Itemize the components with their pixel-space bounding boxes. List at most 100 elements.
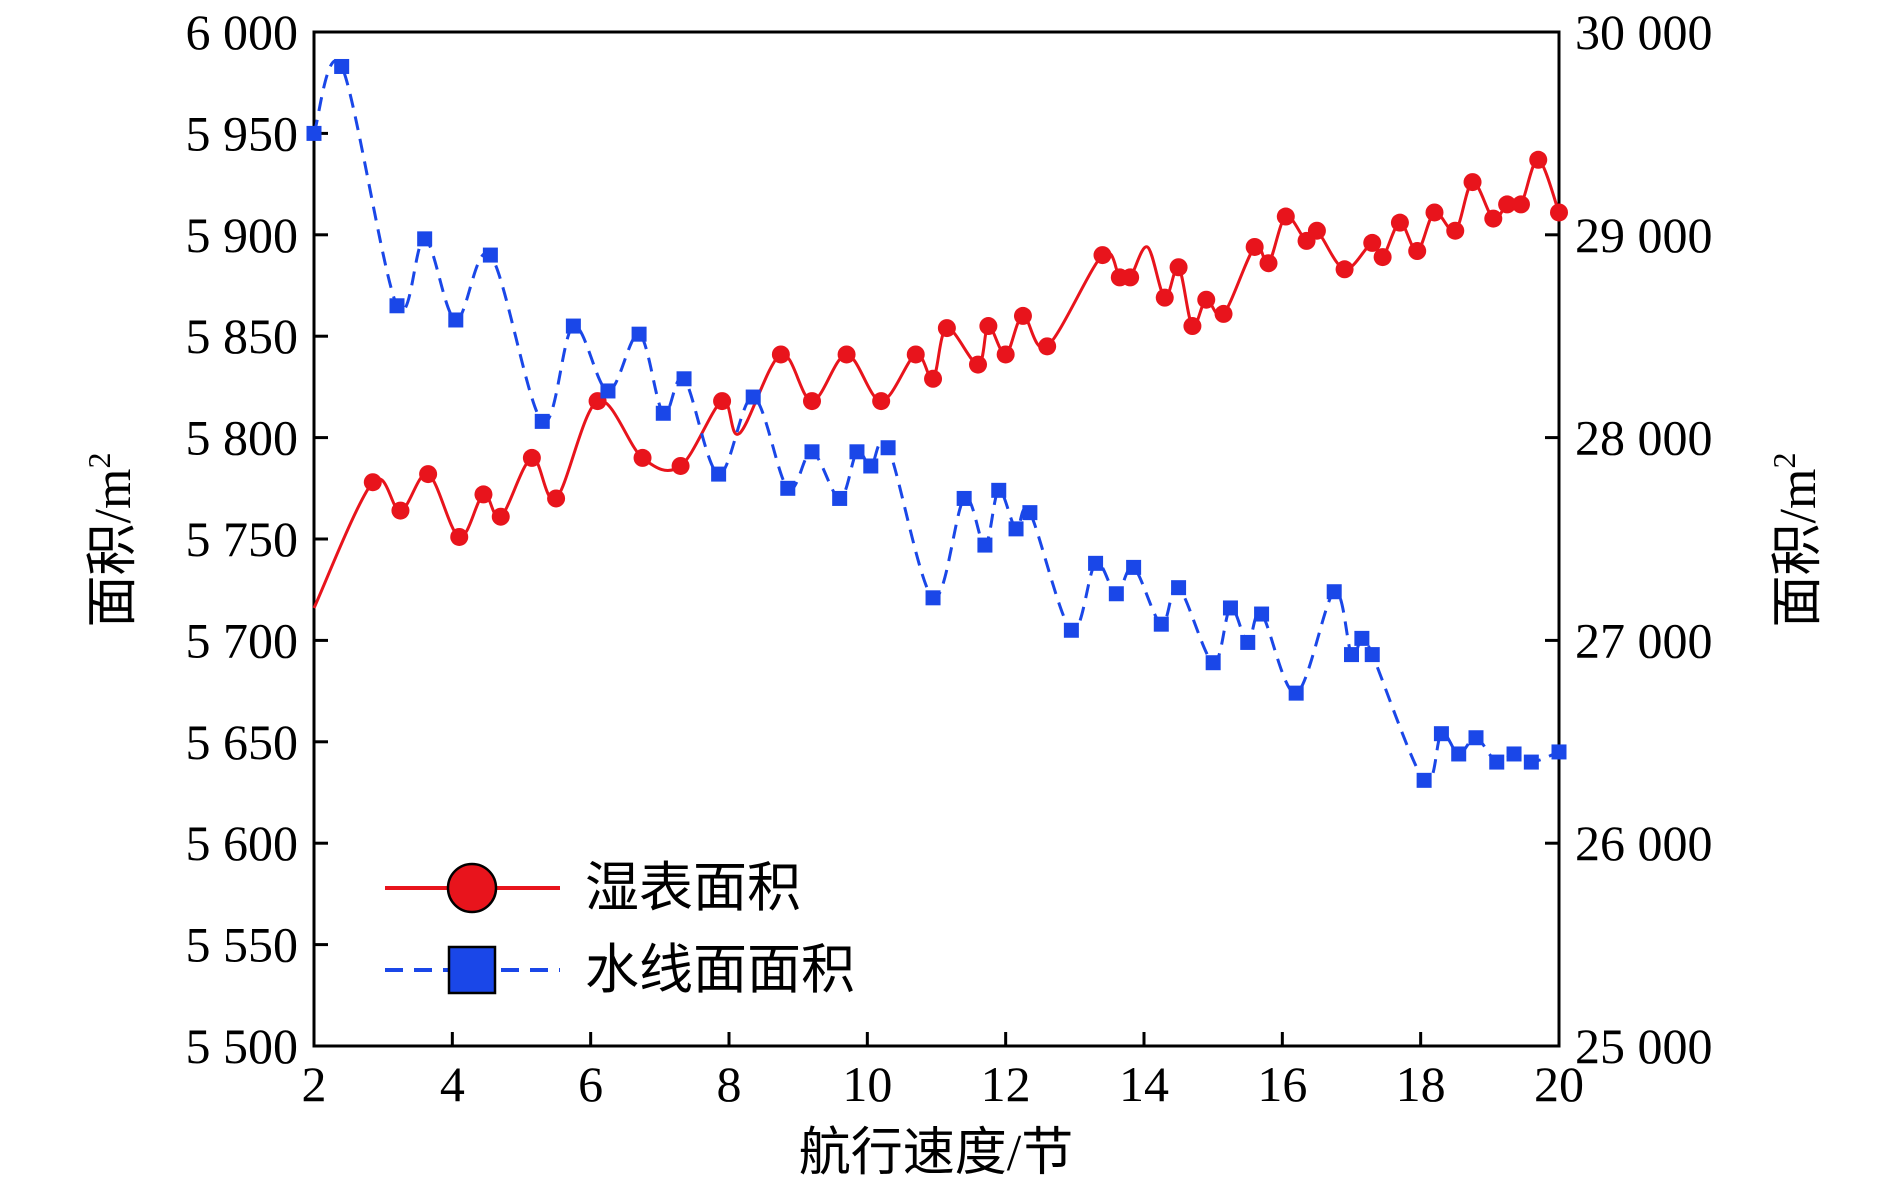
data-point-waterplane-area: [1222, 600, 1238, 616]
data-point-wetted-area: [771, 345, 790, 364]
data-point-waterplane-area: [631, 326, 647, 342]
data-point-wetted-area: [547, 489, 566, 508]
data-point-waterplane-area: [1416, 772, 1432, 788]
data-point-waterplane-area: [1153, 616, 1169, 632]
data-point-wetted-area: [1013, 306, 1032, 325]
data-point-waterplane-area: [1523, 754, 1539, 770]
data-point-wetted-area: [363, 473, 382, 492]
data-point-wetted-area: [1245, 237, 1264, 256]
data-point-wetted-area: [803, 392, 821, 411]
legend: 湿表面积 水线面面积: [385, 858, 855, 1000]
y-left-tick-label: 6 000: [186, 4, 299, 60]
data-point-waterplane-area: [1344, 647, 1359, 663]
y-left-tick-label: 5 600: [186, 815, 299, 871]
data-point-wetted-area: [1463, 173, 1482, 192]
legend-marker-waterplane-area: [447, 945, 497, 995]
data-point-wetted-area: [1197, 290, 1216, 309]
data-point-waterplane-area: [448, 312, 464, 328]
data-point-wetted-area: [1214, 304, 1233, 323]
y-left-axis-title: 面积/m2: [81, 453, 142, 628]
x-tick-label: 14: [1119, 1056, 1169, 1112]
data-point-waterplane-area: [1022, 505, 1038, 521]
y-left-tick-label: 5 500: [186, 1018, 299, 1074]
data-point-waterplane-area: [977, 537, 993, 553]
y-right-tick-label: 25 000: [1575, 1018, 1713, 1074]
data-point-waterplane-area: [534, 413, 550, 429]
data-point-waterplane-area: [956, 490, 972, 506]
data-point-wetted-area: [1425, 203, 1444, 222]
data-point-waterplane-area: [1354, 630, 1370, 646]
data-point-waterplane-area: [1451, 746, 1467, 762]
x-tick-label: 20: [1534, 1056, 1584, 1112]
data-point-wetted-area: [1390, 213, 1409, 232]
x-tick-label: 4: [440, 1056, 465, 1112]
legend-label-wetted-area: 湿表面积: [585, 858, 801, 918]
y-left-axis-title-group: 面积/m2: [81, 453, 142, 628]
data-point-wetted-area: [474, 485, 493, 504]
data-point-wetted-area: [633, 448, 652, 467]
y-left-tick-label: 5 900: [186, 207, 299, 263]
data-point-wetted-area: [1038, 337, 1057, 356]
data-point-waterplane-area: [1551, 744, 1567, 760]
data-point-wetted-area: [671, 456, 690, 475]
series-line-waterplane-area: [312, 59, 1560, 784]
data-point-wetted-area: [1307, 221, 1326, 240]
data-point-wetted-area: [979, 317, 998, 336]
y-right-axis-title-sup: 2: [1766, 453, 1802, 469]
data-point-waterplane-area: [1489, 754, 1505, 770]
data-point-waterplane-area: [1108, 586, 1124, 602]
y-right-tick-label: 26 000: [1575, 815, 1713, 871]
y-right-tick-label: 28 000: [1575, 410, 1713, 466]
data-point-wetted-area: [1511, 195, 1530, 214]
x-axis-ticks: 2 4 6 8 10 12 14 16 18 20: [302, 1032, 1584, 1112]
y-left-axis-ticks: 5 500 5 550 5 600 5 650 5 700 5 750 5 800 5 850…: [186, 4, 328, 1074]
data-point-wetted-area: [391, 501, 410, 520]
data-point-waterplane-area: [1433, 726, 1449, 742]
data-point-wetted-area: [1121, 268, 1140, 287]
data-point-waterplane-area: [1088, 555, 1104, 571]
data-point-wetted-area: [1550, 203, 1568, 222]
data-point-wetted-area: [450, 527, 469, 546]
data-point-waterplane-area: [925, 590, 941, 606]
x-tick-label: 10: [842, 1056, 892, 1112]
data-point-waterplane-area: [832, 490, 848, 506]
data-point-waterplane-area: [780, 480, 796, 496]
data-point-waterplane-area: [1364, 647, 1380, 663]
data-point-wetted-area: [1446, 221, 1465, 240]
y-left-tick-label: 5 800: [186, 410, 299, 466]
y-left-tick-label: 5 650: [186, 714, 299, 770]
y-left-tick-label: 5 950: [186, 105, 299, 161]
data-point-waterplane-area: [1506, 746, 1522, 762]
data-point-wetted-area: [1363, 233, 1382, 252]
data-point-waterplane-area: [417, 231, 433, 247]
y-left-tick-label: 5 700: [186, 612, 299, 668]
data-point-wetted-area: [491, 507, 510, 526]
data-point-wetted-area: [1183, 317, 1202, 336]
legend-label-waterplane-area: 水线面面积: [585, 940, 855, 1000]
data-point-waterplane-area: [565, 318, 581, 334]
data-point-wetted-area: [906, 345, 925, 364]
data-point-wetted-area: [1484, 209, 1503, 228]
data-point-waterplane-area: [1240, 634, 1256, 650]
x-axis-title: 航行速度/节: [799, 1125, 1073, 1182]
data-point-wetted-area: [1408, 242, 1427, 261]
y-left-tick-label: 5 550: [186, 917, 299, 973]
data-point-wetted-area: [872, 392, 891, 411]
data-point-wetted-area: [1498, 195, 1517, 214]
data-point-wetted-area: [419, 465, 438, 484]
y-left-tick-label: 5 750: [186, 511, 299, 567]
data-point-waterplane-area: [306, 125, 322, 141]
data-point-waterplane-area: [1288, 685, 1304, 701]
data-point-wetted-area: [713, 392, 732, 411]
y-right-axis-ticks: 25 000 26 000 27 000 28 000 29 000 30 000: [1545, 4, 1713, 1074]
data-point-waterplane-area: [1171, 580, 1187, 596]
data-point-waterplane-area: [1326, 584, 1342, 600]
y-left-axis-title-sup: 2: [81, 453, 117, 469]
data-point-waterplane-area: [334, 58, 350, 74]
data-point-waterplane-area: [880, 440, 896, 456]
y-right-tick-label: 27 000: [1575, 612, 1713, 668]
y-right-tick-label: 29 000: [1575, 207, 1713, 263]
data-point-wetted-area: [924, 369, 943, 388]
data-point-waterplane-area: [1063, 622, 1079, 638]
x-tick-label: 18: [1396, 1056, 1446, 1112]
